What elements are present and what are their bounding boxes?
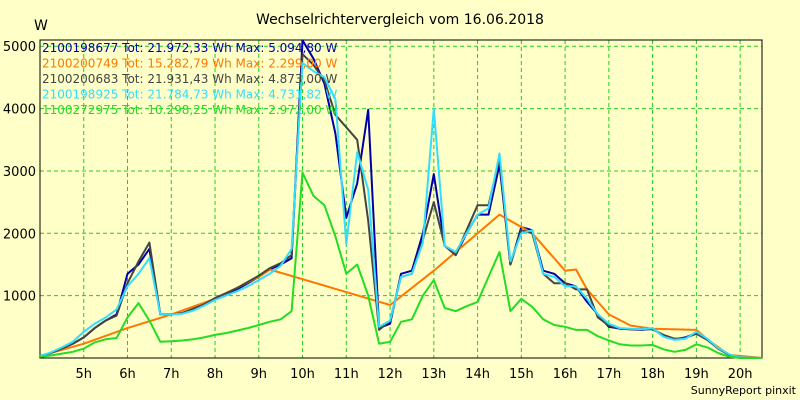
x-tick-label: 6h [119,367,136,382]
legend: 2100198677 Tot: 21.972,33 Wh Max: 5.094,… [42,41,337,117]
x-tick-label: 10h [290,367,315,382]
x-tick-label: 9h [251,367,268,382]
x-tick-label: 17h [596,367,621,382]
chart-title: Wechselrichtervergleich vom 16.06.2018 [256,12,544,28]
series-line-2100200749 [39,213,763,359]
legend-entry-2100198677: 2100198677 Tot: 21.972,33 Wh Max: 5.094,… [42,41,337,55]
y-axis-ticks: 1000 2000 3000 4000 5000 [3,40,36,304]
legend-entry-1100272975: 1100272975 Tot: 10.298,25 Wh Max: 2.972,… [42,103,337,117]
y-tick-label: 4000 [3,103,36,118]
x-tick-label: 8h [207,367,224,382]
plot-border [39,39,763,359]
y-tick-label: 2000 [3,227,36,242]
x-tick-label: 16h [553,367,578,382]
x-tick-label: 20h [728,367,753,382]
y-tick-label: 3000 [3,165,36,180]
x-tick-label: 18h [640,367,665,382]
legend-entry-2100198925: 2100198925 Tot: 21.784,73 Wh Max: 4.731,… [42,88,337,102]
x-tick-label: 12h [378,367,403,382]
series-layer [39,39,763,359]
plot-frame [39,39,763,359]
footer-credit: SunnyReport pinxit [691,384,797,397]
series-line-1100272975 [39,171,762,359]
legend-entry-2100200749: 2100200749 Tot: 15.282,79 Wh Max: 2.299,… [42,57,337,71]
series-line-2100198925 [39,62,763,359]
x-tick-label: 19h [684,367,709,382]
x-tick-label: 13h [421,367,446,382]
y-tick-label: 1000 [3,290,36,305]
x-tick-label: 5h [75,367,92,382]
grid [40,40,762,358]
x-tick-label: 15h [509,367,534,382]
x-tick-label: 11h [334,367,359,382]
x-axis-ticks: 5h 6h 7h 8h 9h 10h 11h 12h 13h 14h 15h 16h 17h 18h 19h… [75,367,752,382]
x-tick-label: 14h [465,367,490,382]
x-tick-label: 7h [163,367,180,382]
y-tick-label: 5000 [3,40,36,55]
legend-entry-2100200683: 2100200683 Tot: 21.931,43 Wh Max: 4.873,… [42,72,337,86]
y-axis-unit-label: W [34,18,48,34]
